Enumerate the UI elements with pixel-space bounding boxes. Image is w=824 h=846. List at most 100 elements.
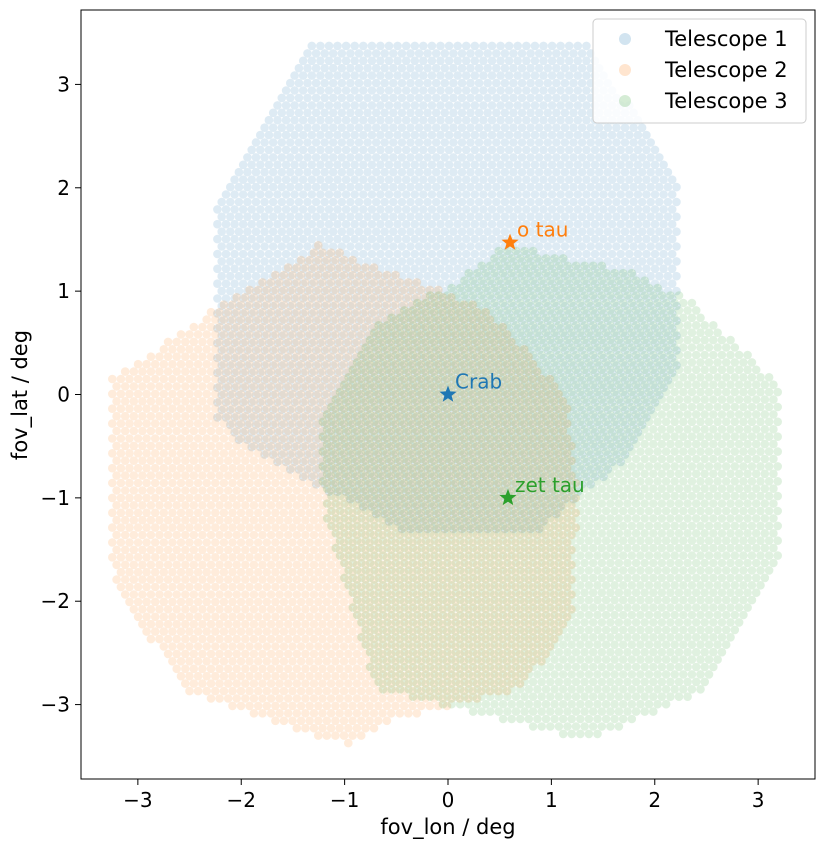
telescope-1-pixel (389, 435, 398, 445)
telescope-1-pixel (457, 197, 467, 207)
telescope-2-pixel (219, 508, 229, 518)
telescope-2-pixel (301, 545, 310, 555)
telescope-2-pixel (262, 508, 272, 518)
telescope-1-pixel (526, 465, 535, 474)
telescope-1-pixel (273, 442, 282, 452)
telescope-2-pixel (181, 456, 190, 466)
telescope-2-pixel (249, 530, 259, 540)
telescope-1-pixel (341, 442, 351, 452)
telescope-1-pixel (427, 502, 437, 511)
telescope-2-pixel (215, 560, 224, 570)
telescope-2-pixel (305, 716, 315, 726)
telescope-2-pixel (219, 582, 229, 592)
telescope-2-pixel (172, 501, 181, 510)
telescope-1-pixel (311, 123, 321, 132)
telescope-1-pixel (663, 271, 673, 281)
telescope-1-pixel (401, 442, 411, 452)
telescope-1-pixel (367, 442, 377, 452)
telescope-1-pixel (590, 160, 600, 170)
telescope-1-pixel (380, 212, 390, 222)
telescope-2-pixel (391, 701, 400, 711)
telescope-1-pixel (466, 509, 475, 519)
telescope-1-pixel (539, 175, 548, 184)
telescope-1-pixel (431, 509, 441, 519)
telescope-1-pixel (504, 115, 514, 125)
telescope-1-pixel (569, 153, 578, 162)
telescope-2-pixel (262, 642, 272, 651)
telescope-1-pixel (552, 153, 561, 162)
telescope-1-pixel (376, 502, 385, 511)
telescope-1-pixel (453, 160, 463, 170)
telescope-1-pixel (470, 502, 480, 511)
telescope-1-pixel (449, 524, 458, 534)
telescope-1-pixel (573, 130, 583, 140)
telescope-2-pixel (211, 686, 220, 696)
telescope-1-pixel (573, 457, 583, 467)
telescope-2-pixel (155, 501, 164, 510)
telescope-2-pixel (189, 605, 199, 614)
telescope-2-pixel (279, 538, 289, 547)
telescope-1-pixel (577, 153, 587, 162)
telescope-1-pixel (367, 205, 377, 214)
telescope-2-pixel (236, 538, 246, 547)
telescope-2-pixel (331, 597, 340, 607)
telescope-1-pixel (470, 86, 480, 95)
telescope-1-pixel (333, 101, 342, 110)
telescope-1-pixel (255, 219, 265, 229)
telescope-1-pixel (496, 502, 505, 511)
telescope-1-pixel (393, 517, 402, 526)
telescope-1-pixel (457, 465, 467, 474)
telescope-1-pixel (226, 257, 235, 266)
telescope-2-pixel (271, 434, 280, 443)
telescope-1-pixel (359, 457, 368, 467)
telescope-1-pixel (449, 509, 458, 519)
telescope-1-pixel (461, 86, 471, 95)
telescope-1-pixel (397, 435, 407, 445)
telescope-1-pixel (303, 167, 312, 177)
telescope-1-pixel (573, 86, 583, 95)
telescope-1-pixel (492, 138, 501, 147)
telescope-1-pixel (384, 86, 394, 95)
telescope-1-pixel (273, 175, 282, 184)
telescope-1-pixel (401, 41, 411, 51)
telescope-2-pixel (283, 679, 293, 688)
telescope-2-pixel (258, 545, 267, 555)
telescope-2-pixel (245, 478, 254, 488)
telescope-1-pixel (431, 242, 441, 251)
telescope-1-pixel (457, 257, 467, 266)
telescope-1-pixel (213, 219, 222, 229)
telescope-1-pixel (577, 123, 587, 132)
telescope-1-pixel (406, 494, 415, 504)
telescope-1-pixel (650, 175, 660, 184)
telescope-1-pixel (350, 219, 360, 229)
telescope-1-pixel (470, 472, 480, 482)
telescope-2-pixel (262, 434, 272, 443)
telescope-2-pixel (155, 426, 164, 436)
telescope-1-pixel (449, 494, 458, 504)
telescope-2-pixel (283, 545, 293, 555)
telescope-1-pixel (500, 465, 510, 474)
telescope-2-pixel (296, 493, 306, 503)
telescope-2-pixel (258, 530, 267, 540)
telescope-1-pixel (616, 442, 625, 452)
telescope-2-pixel (245, 701, 254, 711)
telescope-2-pixel (253, 642, 263, 651)
telescope-1-pixel (410, 249, 420, 259)
telescope-2-pixel (279, 478, 289, 488)
telescope-1-pixel (337, 182, 347, 192)
telescope-1-pixel (384, 442, 394, 452)
telescope-1-pixel (414, 138, 424, 147)
telescope-1-pixel (397, 524, 407, 534)
telescope-1-pixel (500, 435, 510, 445)
telescope-1-pixel (389, 509, 398, 519)
telescope-2-pixel (236, 493, 246, 503)
telescope-1-pixel (431, 524, 441, 534)
telescope-2-pixel (215, 545, 224, 555)
telescope-2-pixel (241, 515, 250, 525)
telescope-1-pixel (496, 205, 505, 214)
telescope-1-pixel (616, 175, 625, 184)
telescope-1-pixel (496, 219, 505, 229)
telescope-2-pixel (211, 671, 220, 681)
telescope-1-pixel (646, 242, 655, 251)
telescope-1-pixel (341, 472, 351, 482)
